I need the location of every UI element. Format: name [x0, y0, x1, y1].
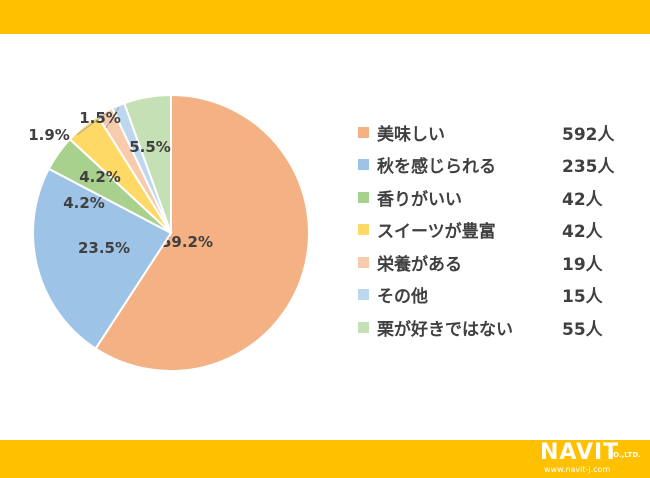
pie-slice: [94, 93, 310, 372]
legend-label: 美味しい: [377, 124, 445, 145]
pie-slice: [122, 93, 172, 234]
legend-count: 235人: [562, 157, 615, 178]
legend-swatch: [358, 191, 369, 203]
header-band: [0, 0, 650, 34]
legend-item: スイーツが豊富 42人: [358, 214, 638, 247]
logo-suffix: CO.,LTD.: [608, 451, 641, 459]
slice-percent-label: 59.2%: [161, 233, 213, 251]
legend-count: 55人: [562, 319, 603, 340]
legend-count: 42人: [562, 189, 603, 210]
legend-swatch: [358, 159, 369, 171]
legend-swatch: [358, 126, 369, 138]
legend-count: 19人: [562, 254, 603, 275]
chart-legend: 美味しい 592人 秋を感じられる 235人 香りがいい 42人 スイーツが豊富 42人 栄養が…: [358, 116, 638, 344]
leader-line: [76, 113, 107, 136]
legend-item: 栗が好きではない 55人: [358, 311, 638, 344]
legend-swatch: [358, 289, 369, 301]
logo-name: NAVIT: [540, 440, 620, 465]
logo-url: www.navit-j.com: [544, 465, 611, 474]
legend-swatch: [358, 256, 369, 268]
legend-item: 秋を感じられる 235人: [358, 149, 638, 182]
slice-percent-label: 1.5%: [79, 109, 121, 127]
legend-item: その他 15人: [358, 279, 638, 312]
slice-percent-label: 4.2%: [79, 168, 121, 186]
slice-percent-label: 5.5%: [129, 138, 171, 156]
legend-item: 香りがいい 42人: [358, 181, 638, 214]
legend-item: 美味しい 592人: [358, 116, 638, 149]
legend-swatch: [358, 224, 369, 236]
navit-logo: NAVIT CO.,LTD. www.navit-j.com: [540, 442, 644, 476]
legend-label: その他: [377, 287, 428, 308]
legend-count: 42人: [562, 222, 603, 243]
legend-label: スイーツが豊富: [377, 222, 496, 243]
legend-label: 香りがいい: [377, 189, 462, 210]
legend-label: 栄養がある: [377, 254, 462, 275]
footer-band: [0, 440, 650, 478]
slice-percent-label: 4.2%: [63, 194, 105, 212]
slice-percent-label: 1.9%: [28, 126, 70, 144]
pie-slice: [32, 167, 173, 350]
slice-percent-label: 23.5%: [78, 239, 130, 257]
legend-label: 栗が好きではない: [377, 319, 513, 340]
legend-label: 秋を感じられる: [377, 157, 496, 178]
pie-chart: 59.2% 23.5% 4.2% 4.2% 1.9% 1.5% 5.5%: [28, 93, 310, 372]
legend-count: 592人: [562, 124, 615, 145]
leader-line: [105, 107, 120, 129]
legend-item: 栄養がある 19人: [358, 246, 638, 279]
legend-count: 15人: [562, 287, 603, 308]
legend-swatch: [358, 321, 369, 333]
